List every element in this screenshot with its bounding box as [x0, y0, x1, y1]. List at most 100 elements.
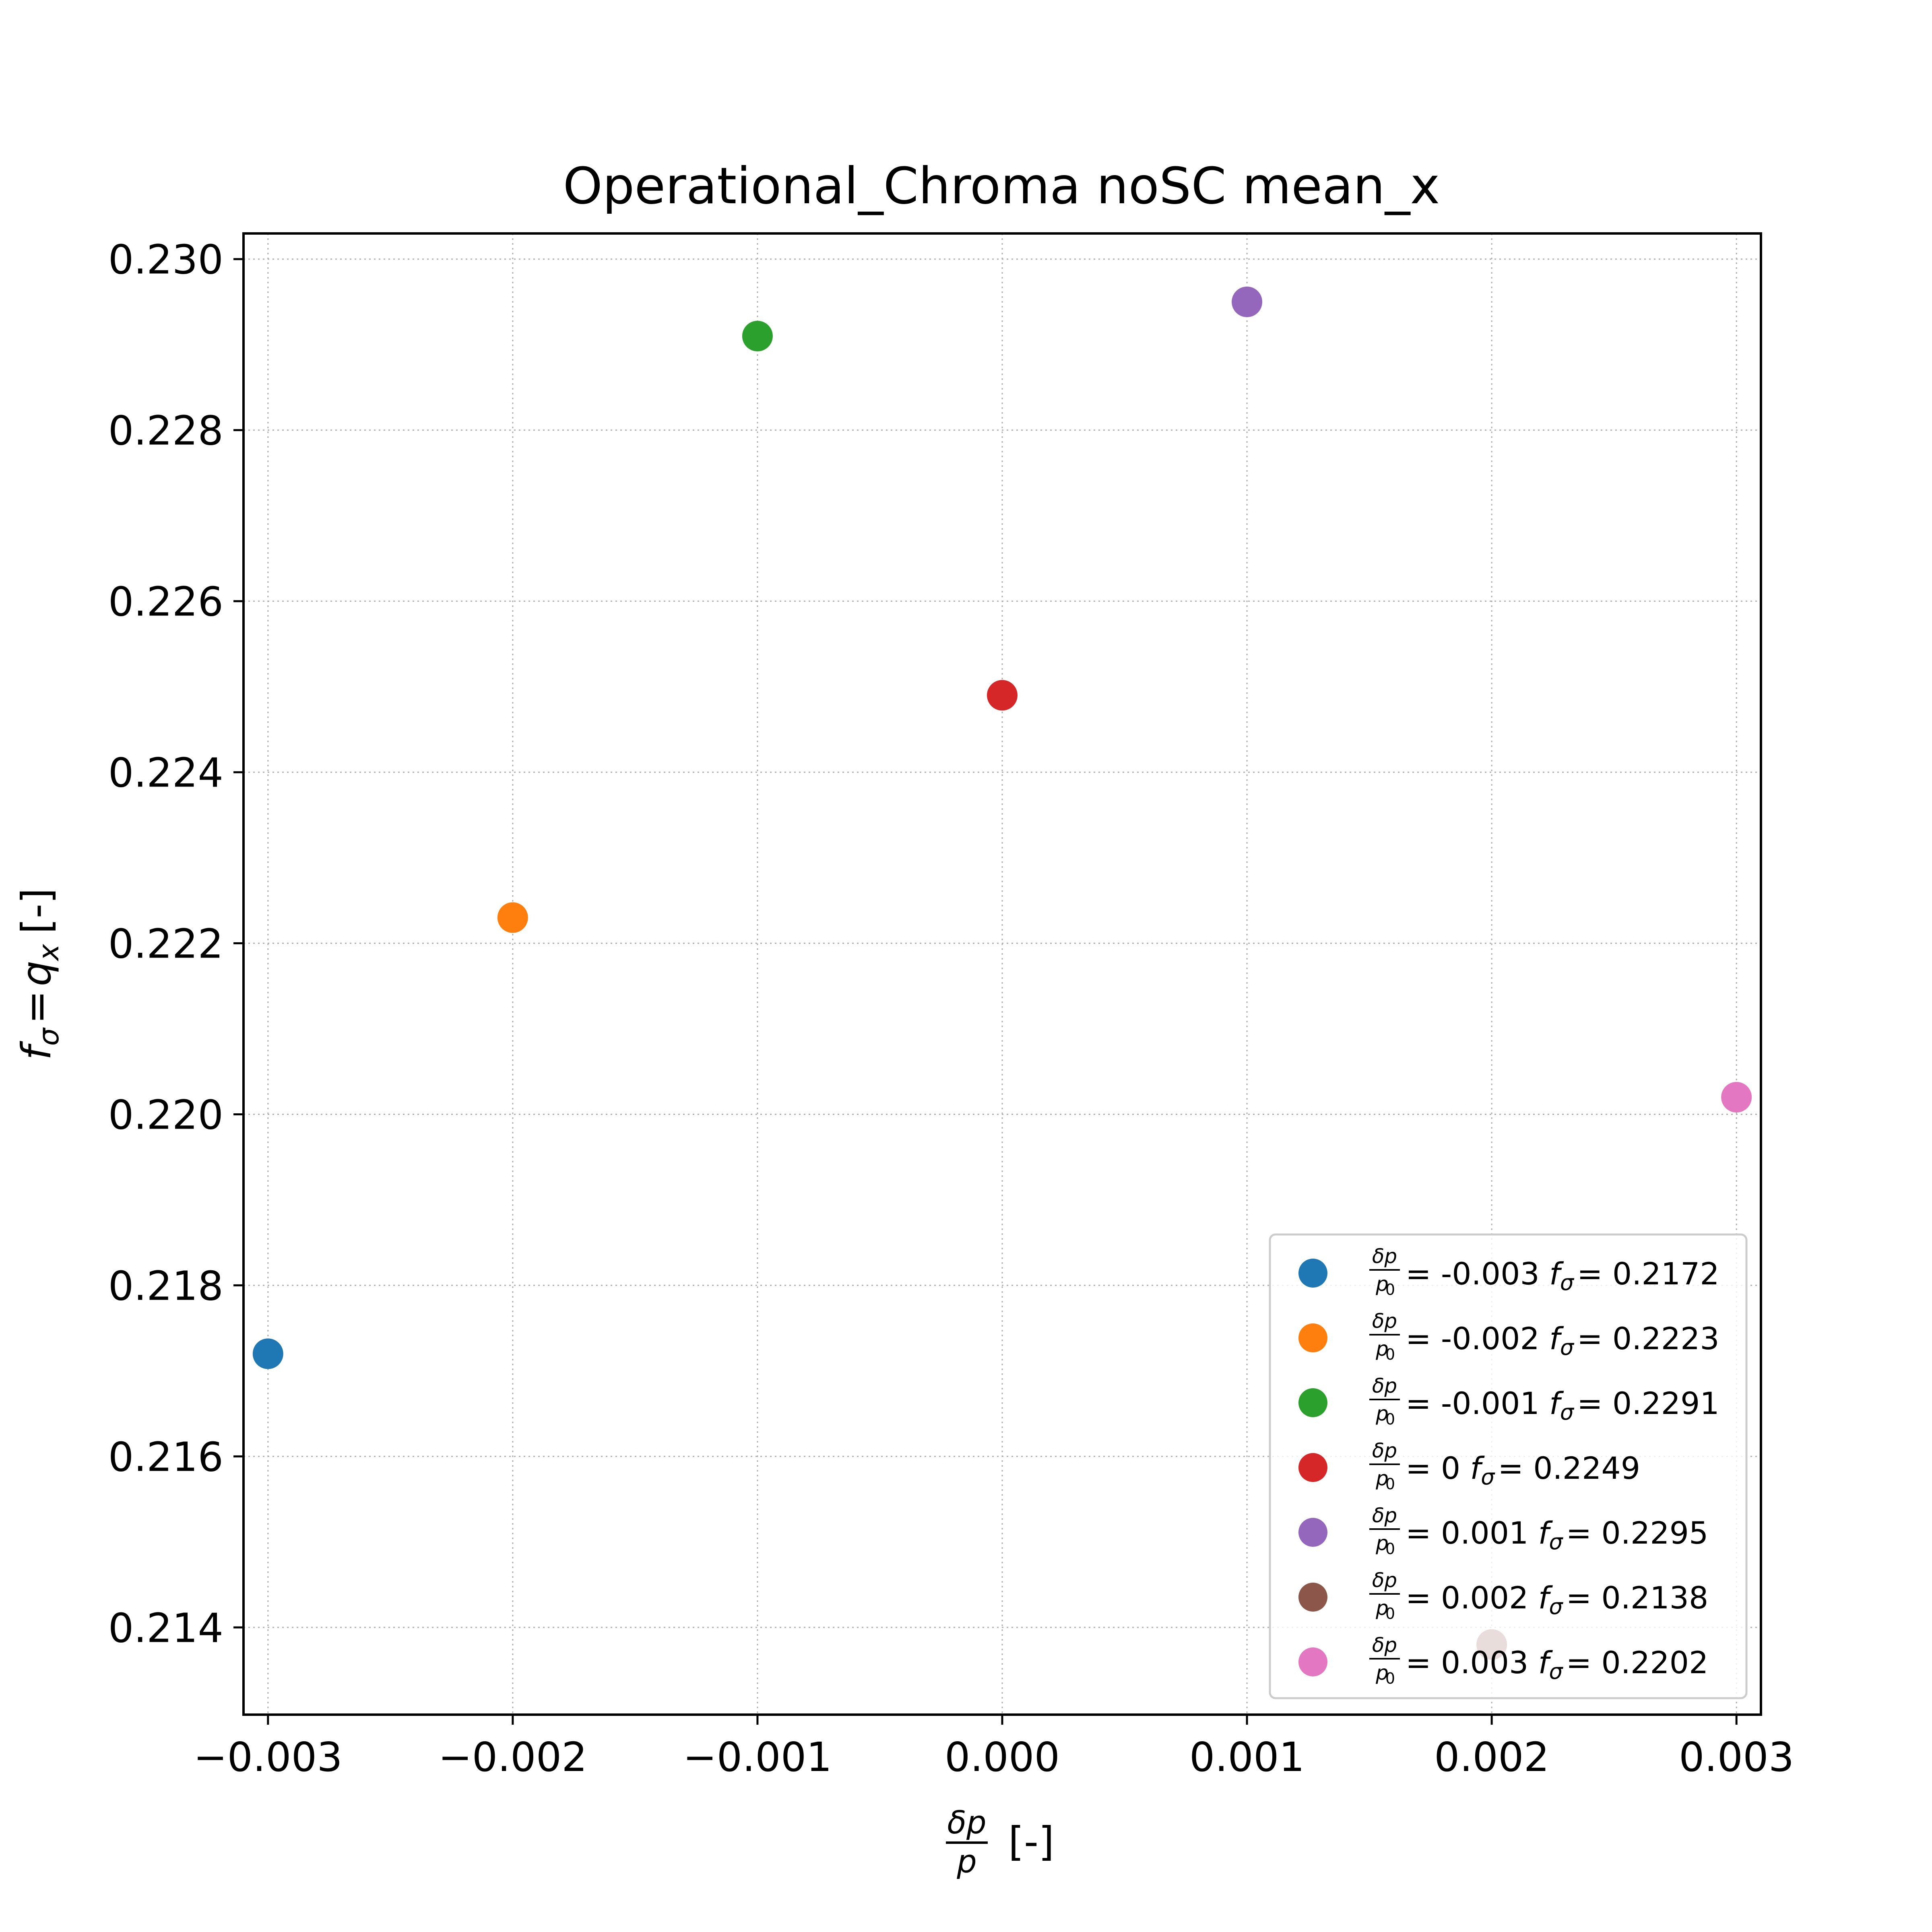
legend-frac-denominator-sub: 0 — [1385, 1346, 1395, 1363]
svg-text:fσ=qx[-]: fσ=qx[-] — [13, 888, 65, 1060]
legend-frac-denominator-sub: 0 — [1385, 1540, 1395, 1558]
data-point — [1232, 286, 1263, 317]
legend-f-sub: σ — [1560, 1270, 1575, 1295]
x-tick-label: −0.003 — [194, 1734, 343, 1781]
legend-f-sub: σ — [1560, 1399, 1575, 1425]
legend-f-sub: σ — [1560, 1335, 1575, 1360]
legend-frac-denominator-sub: 0 — [1385, 1475, 1395, 1493]
legend-f-value: = 0.2295 — [1566, 1515, 1709, 1551]
legend-box — [1269, 1233, 1748, 1699]
data-point — [252, 1338, 283, 1369]
legend-item: δp p0 = -0.002 fσ = 0.2223 — [1298, 1309, 1719, 1363]
y-label-unit: [-] — [13, 888, 60, 934]
legend-item: δp p0 = -0.001 fσ = 0.2291 — [1298, 1374, 1719, 1428]
y-tick-label: 0.216 — [108, 1433, 223, 1480]
legend-frac-denominator-sub: 0 — [1385, 1410, 1395, 1428]
legend-label: = -0.002 fσ = 0.2223 — [1406, 1321, 1719, 1360]
x-tick-label: 0.003 — [1679, 1734, 1794, 1781]
y-tick-label: 0.220 — [108, 1091, 223, 1138]
grid — [244, 233, 1761, 1715]
legend-f-sub: σ — [1481, 1464, 1495, 1490]
legend-label: = 0.003 fσ = 0.2202 — [1406, 1645, 1708, 1684]
x-tick-label: −0.001 — [683, 1734, 832, 1781]
legend-f-value: = 0.2138 — [1566, 1580, 1709, 1616]
legend-frac-numerator: δp — [1372, 1569, 1397, 1592]
legend-dp-value: = 0.003 — [1406, 1645, 1538, 1680]
legend-item: δp p0 = -0.003 fσ = 0.2172 — [1298, 1245, 1719, 1298]
y-tick-label: 0.226 — [108, 578, 223, 625]
y-tick-label: 0.230 — [108, 236, 223, 283]
legend-dp-value: = -0.002 — [1406, 1321, 1549, 1356]
legend-dp-value: = 0 — [1406, 1450, 1470, 1486]
legend-marker — [1298, 1583, 1327, 1612]
legend-marker — [1298, 1647, 1327, 1676]
legend-dp-value: = -0.003 — [1406, 1256, 1549, 1292]
legend-marker — [1298, 1453, 1327, 1482]
data-point — [987, 680, 1018, 711]
legend-marker — [1298, 1323, 1327, 1352]
legend-frac-numerator: δp — [1372, 1374, 1397, 1397]
legend-label: = -0.003 fσ = 0.2172 — [1406, 1256, 1719, 1295]
legend-frac-denominator: p — [1375, 1532, 1389, 1555]
legend-dp-value: = 0.002 — [1406, 1580, 1538, 1616]
legend-label: = 0.002 fσ = 0.2138 — [1406, 1580, 1708, 1619]
y-axis: 0.214 0.216 0.218 0.220 0.222 0.224 0.226 0.228… — [108, 236, 244, 1651]
x-axis: −0.003 −0.002 −0.001 0.000 0.001 0.002 0.003 — [194, 1715, 1794, 1781]
y-label-eq: = — [13, 990, 60, 1024]
y-label-f-sub: σ — [32, 1027, 65, 1046]
legend-dp-value: = -0.001 — [1406, 1385, 1549, 1421]
x-tick-label: −0.002 — [438, 1734, 587, 1781]
legend-marker — [1298, 1259, 1327, 1288]
legend-frac-numerator: δp — [1372, 1633, 1397, 1657]
x-tick-label: 0.000 — [945, 1734, 1060, 1781]
legend-frac-denominator-sub: 0 — [1385, 1281, 1395, 1298]
data-point — [497, 902, 528, 933]
y-label-q-sub: x — [32, 944, 65, 962]
legend-frac-denominator: p — [1375, 1272, 1389, 1296]
legend-frac-denominator-sub: 0 — [1385, 1670, 1395, 1687]
x-label-unit: [-] — [1008, 1818, 1054, 1865]
data-point — [742, 320, 773, 351]
legend-f-value: = 0.2291 — [1577, 1385, 1719, 1421]
plot-frame — [242, 232, 1762, 1716]
y-label-q: q — [13, 961, 60, 986]
legend-frac-denominator: p — [1375, 1402, 1389, 1425]
legend-marker — [1298, 1518, 1327, 1547]
legend-f-value: = 0.2249 — [1498, 1450, 1640, 1486]
legend-label: = 0 fσ = 0.2249 — [1406, 1450, 1640, 1490]
y-tick-label: 0.214 — [108, 1604, 223, 1651]
y-tick-label: 0.222 — [108, 921, 223, 968]
legend-f-sub: σ — [1549, 1659, 1563, 1684]
y-tick-label: 0.224 — [108, 749, 223, 797]
legend-f-value: = 0.2223 — [1577, 1321, 1719, 1356]
legend-f-sub: σ — [1549, 1529, 1563, 1554]
data-point — [1721, 1082, 1752, 1113]
legend-item: δp p0 = 0.003 fσ = 0.2202 — [1298, 1633, 1708, 1687]
x-label-denominator: p — [956, 1844, 977, 1880]
legend-marker — [1298, 1388, 1327, 1417]
legend-frac-denominator: p — [1375, 1467, 1389, 1490]
legend-item: δp p0 = 0.001 fσ = 0.2295 — [1298, 1504, 1708, 1558]
legend-frac-denominator: p — [1375, 1337, 1389, 1360]
legend-frac-numerator: δp — [1372, 1309, 1397, 1333]
x-tick-label: 0.001 — [1189, 1734, 1305, 1781]
legend-f-sub: σ — [1549, 1594, 1563, 1619]
legend-frac-numerator: δp — [1372, 1245, 1397, 1268]
x-tick-label: 0.002 — [1434, 1734, 1549, 1781]
legend-label: = 0.001 fσ = 0.2295 — [1406, 1515, 1708, 1554]
legend-frac-denominator-sub: 0 — [1385, 1605, 1395, 1622]
legend-label: = -0.001 fσ = 0.2291 — [1406, 1385, 1719, 1425]
x-axis-label: δp p [-] — [946, 1805, 1054, 1880]
y-tick-label: 0.218 — [108, 1262, 223, 1309]
legend-frac-denominator: p — [1375, 1661, 1389, 1684]
x-label-numerator: δp — [947, 1805, 986, 1841]
legend-item: δp p0 = 0.002 fσ = 0.2138 — [1298, 1569, 1708, 1622]
y-tick-label: 0.228 — [108, 407, 223, 454]
chart-title: Operational_Chroma noSC mean_x — [563, 157, 1440, 215]
legend-f-value: = 0.2202 — [1566, 1645, 1709, 1680]
legend-dp-value: = 0.001 — [1406, 1515, 1538, 1551]
legend-frac-denominator: p — [1375, 1596, 1389, 1620]
